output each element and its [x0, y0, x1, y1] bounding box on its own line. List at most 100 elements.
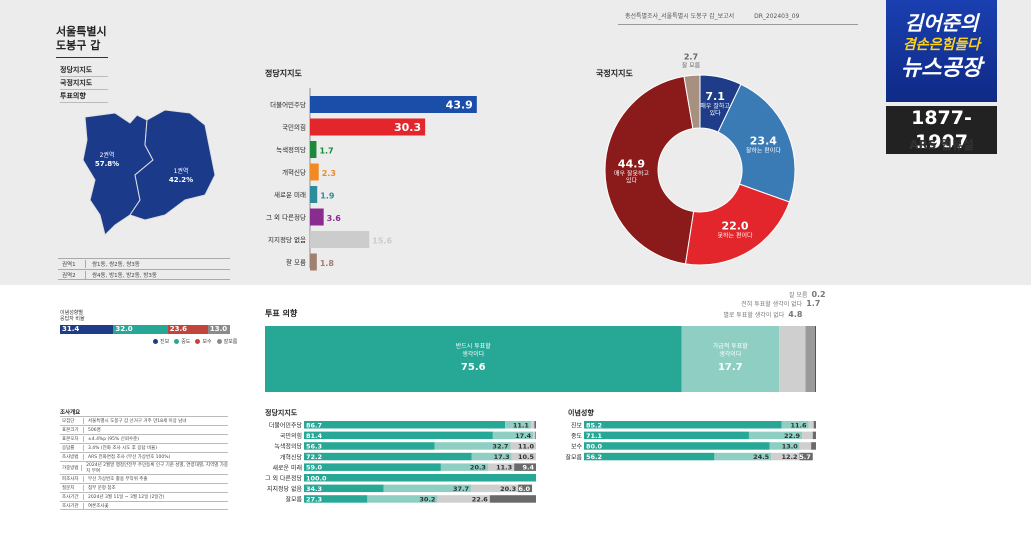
- crosstab-segment: [530, 421, 535, 429]
- region-district: 도봉구 갑: [56, 39, 101, 52]
- vote-intent-value: 17.7: [718, 362, 743, 373]
- crosstab-category-label: 그 외 다른정당: [265, 475, 302, 483]
- vote-intent-value: 0.2: [811, 290, 825, 299]
- legend-label: 중도: [181, 339, 191, 345]
- party-value-label: 1.8: [320, 259, 335, 268]
- crosstab-value-label: 71.1: [586, 432, 603, 440]
- approval-category: 잘하는 편이다: [746, 146, 782, 154]
- approval-value: 44.9: [618, 158, 645, 171]
- map-zone-2-value: 57.8%: [95, 160, 119, 168]
- crosstab-value-label: 32.7: [492, 443, 508, 451]
- legend-label: 진보: [160, 339, 170, 345]
- crosstab-segment: [748, 431, 803, 440]
- survey-value: 506명: [88, 428, 101, 433]
- crosstab-segment: [489, 495, 536, 503]
- district-value: 쌍1동, 쌍2동, 쌍3동: [92, 262, 140, 268]
- contents-item: 투표의향: [60, 90, 108, 103]
- ideology-head-line2: 응답자 비율: [60, 316, 85, 322]
- crosstab-segment: [799, 452, 813, 461]
- crosstab-segment: [535, 431, 536, 440]
- survey-value: 여론조사꽃: [88, 503, 109, 509]
- party-support-chart: 더불어민주당 43.9 국민의힘 30.3 녹색정의당 1.7 개혁신당 2.3 새로운 미래 1…: [266, 88, 477, 271]
- region-title: 서울특별시 도봉구 갑: [56, 25, 108, 53]
- legend-swatch: [195, 339, 201, 344]
- vote-intent-category: 별로 투표할 생각이 없다: [723, 311, 784, 319]
- crosstab-segment: [440, 463, 488, 471]
- survey-value: 2024년 2월말 행정안전부 주민등록 인구 기준 성별, 연령대별, 지역별…: [86, 463, 228, 474]
- survey-value: 무선 가상번호 활용 무작위 추출: [88, 477, 148, 482]
- approval-slice: [717, 83, 796, 203]
- header-divider: [618, 24, 858, 25]
- survey-key: 조사방법: [60, 454, 84, 460]
- survey-key: 가중방법: [60, 465, 83, 471]
- ideology-summary-bar: 31.4 32.0 23.6 13.0: [60, 325, 230, 334]
- approval-value: 22.0: [721, 219, 748, 232]
- survey-value: 3.4% (전화 조사 시도 후 응답 비율): [88, 446, 158, 451]
- crosstab-category-label: 새로운 미래: [272, 464, 302, 472]
- party-bar: [310, 141, 317, 158]
- vote-intent-segment: [805, 326, 815, 392]
- survey-row: 조사기간 2024년 3월 11일 ~ 3월 12일 (2일간): [60, 492, 228, 501]
- party-value-label: 2.3: [322, 169, 336, 178]
- district-table: 권역1 쌍1동, 쌍2동, 쌍3동 권역2 쌍4동, 방1동, 방2동, 방3동: [58, 258, 230, 280]
- approval-category: 있다: [710, 109, 722, 117]
- legend-swatch: [153, 339, 158, 344]
- approval-category: 잘 모름: [682, 61, 701, 69]
- crosstab-segment: [505, 421, 531, 429]
- survey-row: 모집단 서울특별시 도봉구 갑 선거구 거주 만18세 이상 남녀: [60, 416, 228, 425]
- legend-label: 보수: [202, 339, 212, 345]
- district-key: 권역1: [58, 260, 86, 268]
- crosstab-segment: [434, 442, 511, 450]
- party-bar: [310, 253, 317, 271]
- crosstab-value-label: 20.3: [500, 485, 516, 493]
- crosstab-value-label: 11.3: [496, 464, 512, 472]
- vote-intent-value: 1.7: [806, 299, 820, 308]
- report-header: 총선특별조사_서울특별시 도봉구 갑_보고서 DR_202403_09: [625, 11, 817, 20]
- survey-value: 첨부 문항 참조: [88, 486, 116, 491]
- crosstab-value-label: 10.5: [518, 453, 535, 461]
- crosstab-segment: [510, 442, 536, 450]
- crosstab-segment: [304, 474, 536, 482]
- survey-value: 2024년 3월 11일 ~ 3월 12일 (2일간): [88, 495, 165, 500]
- legend-label: 잘모름: [223, 339, 238, 345]
- ideology-legend: 진보 중도 보수 잘모름: [148, 338, 237, 345]
- approval-slice: [683, 74, 701, 130]
- crosstab-segment: [487, 463, 515, 471]
- party-category-label: 개혁신당: [282, 168, 306, 177]
- crosstab-value-label: 34.3: [306, 485, 322, 493]
- crosstab-segment: [584, 452, 715, 461]
- crosstab-value-label: 56.2: [586, 453, 602, 461]
- crosstab-segment: [304, 431, 493, 440]
- brand-banner: 김어준의 겸손은힘들다 뉴스공장: [886, 0, 997, 102]
- party-category-label: 그 외 다른정당: [266, 213, 306, 222]
- vote-intent-category: 가급적 투표할: [713, 342, 749, 350]
- crosstab-value-label: 17.4: [515, 432, 532, 440]
- survey-key: 피조사자: [60, 476, 84, 482]
- crosstab-segment: [769, 442, 800, 450]
- crosstab-value-label: 100.0: [306, 474, 327, 482]
- district-map: 2권역 57.8% 1권역 42.2%: [82, 109, 216, 236]
- crosstab-value-label: 20.3: [470, 464, 486, 472]
- vote-by-party-title: 정당지지도: [265, 409, 298, 417]
- party-value-label: 3.6: [327, 214, 342, 223]
- survey-value: ±4.4%p (95% 신뢰수준): [88, 437, 139, 442]
- crosstab-category-label: 보수: [571, 444, 583, 451]
- crosstab-segment: [492, 431, 534, 440]
- crosstab-segment: [584, 431, 749, 440]
- approval-slice: [684, 183, 791, 266]
- crosstab-value-label: 86.7: [306, 421, 322, 429]
- party-bar: [310, 186, 318, 203]
- vote-intent-value: 75.6: [461, 362, 486, 373]
- party-bar: [310, 163, 319, 181]
- district-value: 쌍4동, 방1동, 방2동, 방3동: [92, 272, 157, 279]
- brand-title-3: 뉴스공장: [901, 56, 982, 81]
- legend-swatch: [174, 339, 180, 344]
- brand-title-2: 겸손은힘들다: [902, 37, 981, 53]
- crosstab-segment: [437, 495, 490, 503]
- crosstab-value-label: 6.0: [519, 485, 531, 493]
- ideology-segment: 32.0: [113, 325, 168, 334]
- crosstab-value-label: 37.7: [453, 485, 469, 493]
- crosstab-segment: [811, 442, 816, 450]
